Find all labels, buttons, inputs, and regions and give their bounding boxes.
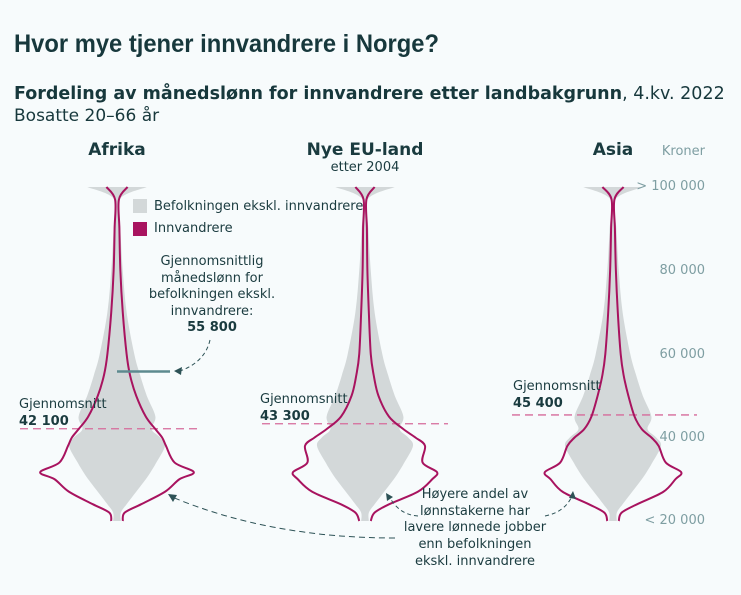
- arrow-head: [168, 494, 177, 502]
- mean-label-asia: Gjennomsnitt 45 400: [513, 378, 601, 412]
- subtitle-period: , 4.kv. 2022: [622, 84, 725, 104]
- legend-label-population: Befolkningen ekskl. innvandrere: [154, 199, 364, 214]
- legend-label-immigrants: Innvandrere: [154, 221, 233, 236]
- y-tick-label: < 20 000: [644, 513, 705, 528]
- group-title-nye-eu: Nye EU-land: [306, 140, 424, 160]
- arrow-afrika: [171, 496, 396, 539]
- population-violin: [68, 187, 166, 521]
- arrow-nye-eu: [389, 497, 419, 517]
- immigrant-violin-left: [39, 186, 117, 522]
- annotation-line: ekskl. innvandrere: [414, 553, 536, 569]
- annotation-line: befolkningen ekskl.: [148, 287, 276, 302]
- mean-caption: Gjennomsnitt: [260, 392, 348, 407]
- annotation-line: lønnstakerne har: [420, 503, 530, 519]
- subtitle-bold: Fordeling av månedslønn for innvandrere …: [14, 84, 623, 104]
- subtitle-age: Bosatte 20–66 år: [14, 106, 160, 126]
- y-tick-label: > 100 000: [636, 179, 705, 194]
- immigrant-violin-right: [364, 186, 439, 522]
- y-tick-label: 60 000: [659, 347, 706, 362]
- legend-swatch-immigrants: [133, 222, 147, 236]
- group-subtitle-nye-eu: etter 2004: [330, 160, 400, 175]
- mean-value: 43 300: [260, 409, 310, 424]
- mean-value: 42 100: [19, 414, 69, 429]
- group-title-asia: Asia: [592, 140, 634, 160]
- pop-mean-annotation: Gjennomsnittlig månedslønn for befolknin…: [146, 254, 278, 337]
- lower-paid-annotation: Høyere andel av lønnstakerne har lavere …: [400, 487, 550, 571]
- mean-label-nye-eu: Gjennomsnitt 43 300: [260, 391, 348, 425]
- annotation-line: lavere lønnede jobber: [403, 520, 547, 536]
- arrow-head: [386, 493, 393, 501]
- immigrant-violin-left: [543, 186, 614, 522]
- subtitle: Fordeling av månedslønn for innvandrere …: [14, 84, 725, 104]
- pop-mean-value: 55 800: [187, 320, 237, 335]
- arrow-pop-mean: [179, 339, 211, 372]
- mean-caption: Gjennomsnitt: [19, 397, 107, 412]
- annotation-line: innvandrere:: [170, 303, 254, 319]
- population-violin: [564, 187, 662, 521]
- arrow-asia: [544, 495, 573, 517]
- annotation-line: Høyere andel av: [421, 487, 529, 502]
- arrow-head: [174, 367, 182, 375]
- page-title: Hvor mye tjener innvandrere i Norge?: [14, 30, 439, 58]
- arrow-head: [569, 491, 576, 499]
- annotation-line: enn befolkningen: [418, 537, 532, 553]
- y-axis-label: Kroner: [661, 144, 705, 159]
- mean-value: 45 400: [513, 396, 563, 411]
- immigrant-violin-left: [291, 186, 366, 522]
- annotation-line: månedslønn for: [161, 270, 263, 286]
- immigrant-violin-right: [612, 186, 683, 522]
- mean-caption: Gjennomsnitt: [513, 379, 601, 394]
- immigrant-violin-right: [117, 186, 195, 522]
- annotation-line: Gjennomsnittlig: [160, 254, 264, 269]
- y-tick-label: 80 000: [659, 263, 706, 278]
- legend-swatch-population: [133, 199, 147, 213]
- mean-label-afrika: Gjennomsnitt 42 100: [19, 396, 107, 430]
- population-violin: [316, 187, 414, 521]
- y-tick-label: 40 000: [659, 430, 706, 445]
- group-title-afrika: Afrika: [88, 140, 146, 160]
